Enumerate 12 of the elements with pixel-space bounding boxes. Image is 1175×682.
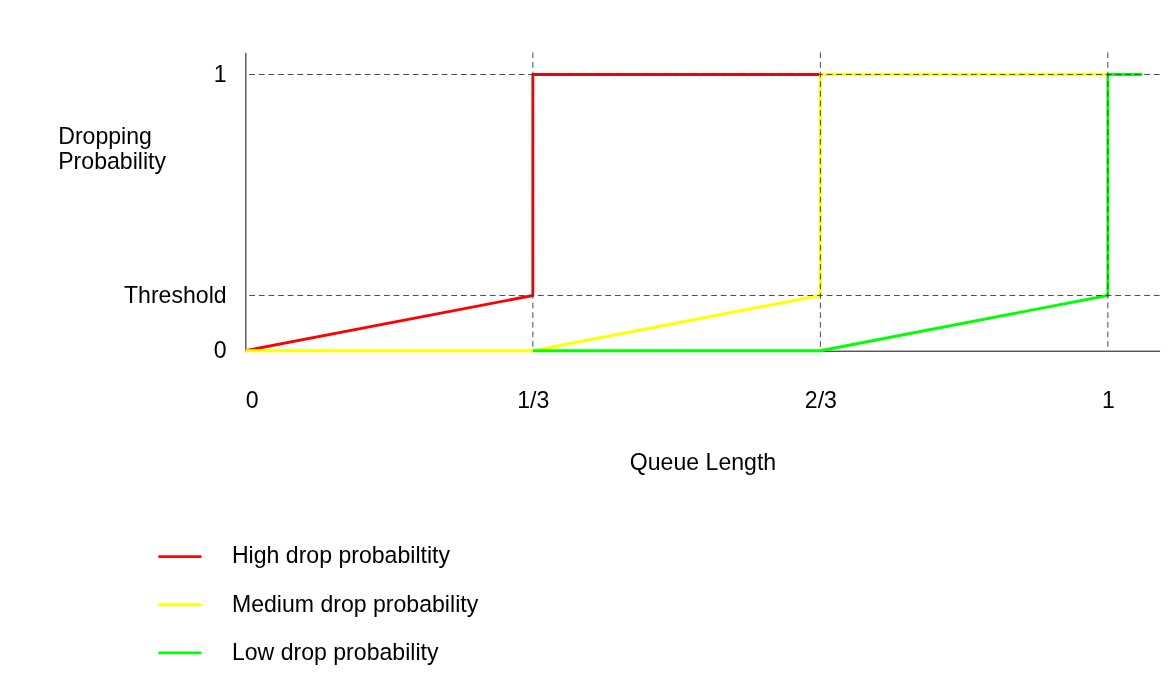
y-axis-title: Dropping Probability <box>58 123 167 175</box>
x-axis-title: Queue Length <box>629 448 777 475</box>
x-tick-label: 1/3 <box>517 386 550 413</box>
y-tick-label: Threshold <box>124 281 227 308</box>
legend-label: Low drop probability <box>231 638 439 665</box>
x-tick-label: 1 <box>1101 386 1115 413</box>
legend-label: High drop probabiltity <box>231 542 451 569</box>
x-tick-label: 2/3 <box>804 386 837 413</box>
legend-label: Medium drop probability <box>231 590 479 617</box>
y-tick-label: 0 <box>213 336 227 363</box>
y-tick-label: 1 <box>213 60 227 87</box>
x-tick-label: 0 <box>245 386 259 413</box>
